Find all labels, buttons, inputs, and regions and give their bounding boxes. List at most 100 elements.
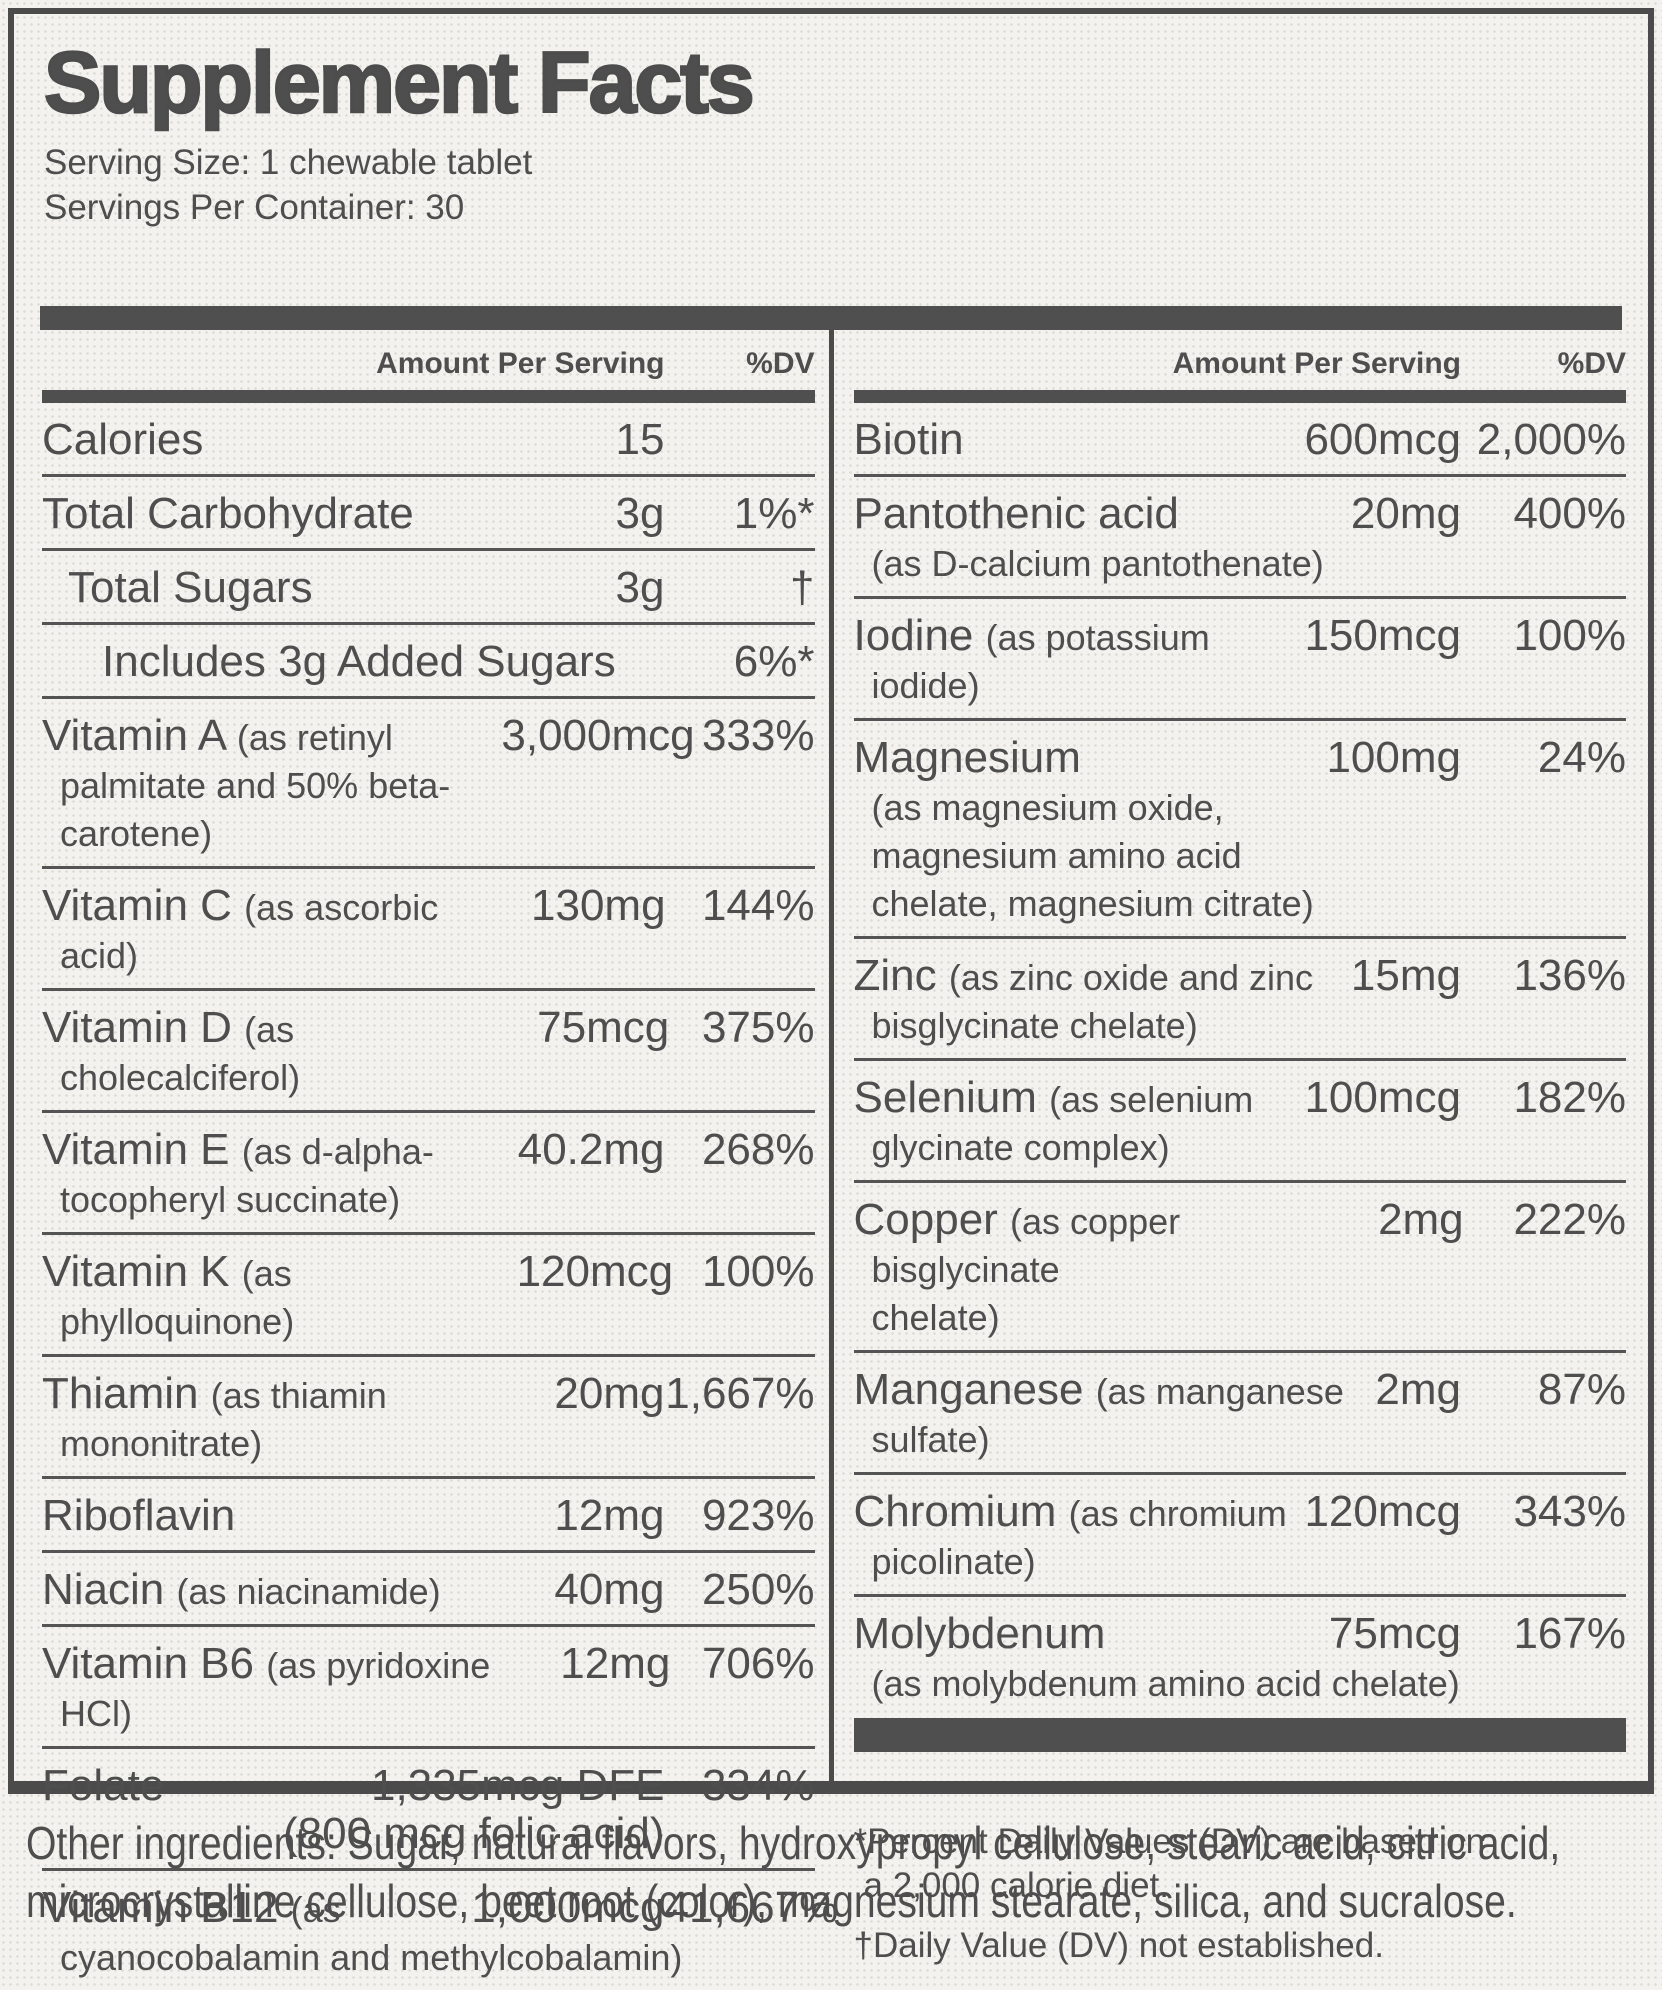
amount-value: 40.2mg bbox=[517, 1125, 665, 1174]
nutrient-row: Folate 1,335mcg DFE (800 mcg folic acid) 3… bbox=[42, 1746, 815, 1868]
dv-value: 923% bbox=[701, 1491, 815, 1540]
nutrient-name: Calories bbox=[42, 416, 211, 464]
nutrient-source-text: (as magnesium oxide, magnesium amino aci… bbox=[871, 787, 1314, 924]
nutrient-name: Vitamin K (as phylloquinone) bbox=[42, 1248, 517, 1344]
column-right: Amount Per Serving %DV Biotin 600mcg 2,000… bbox=[828, 330, 1649, 1965]
nutrient-name-text: Thiamin bbox=[42, 1369, 199, 1418]
nutrient-source-text: (as chromium picolinate) bbox=[871, 1493, 1287, 1582]
nutrient-name-text: Magnesium bbox=[853, 733, 1081, 782]
nutrient-name: Copper (as copper bisglycinate chelate) bbox=[854, 1196, 1379, 1340]
dv-value: † bbox=[790, 563, 815, 612]
header-divider-bar bbox=[42, 390, 815, 403]
amount-value: 3g bbox=[615, 489, 665, 538]
dv-value: 100% bbox=[701, 1247, 815, 1296]
amount-value: 1,000mcg bbox=[471, 1883, 665, 1932]
dv-value: 333% bbox=[701, 711, 815, 760]
amount-value: 2mg bbox=[1375, 1365, 1461, 1414]
nutrient-name: Manganese (as manganese sulfate) bbox=[854, 1366, 1352, 1462]
nutrient-name-text: Total Carbohydrate bbox=[42, 489, 414, 538]
column-right-header: Amount Per Serving %DV bbox=[854, 330, 1626, 382]
amount-value: 3,000mcg bbox=[501, 711, 695, 760]
amount-value: 20mg bbox=[554, 1369, 665, 1418]
amount-value: 20mg bbox=[1350, 489, 1461, 538]
column-left-header: Amount Per Serving %DV bbox=[42, 330, 814, 382]
dv-value: 250% bbox=[701, 1565, 815, 1614]
amount-value: 3g bbox=[615, 563, 665, 612]
supplement-facts-panel: Supplement Facts Serving Size: 1 chewabl… bbox=[8, 8, 1654, 1978]
nutrient-row: Thiamin (as thiamin mononitrate) 20mg 1,66… bbox=[42, 1354, 815, 1476]
nutrient-row: Riboflavin 12mg 923% bbox=[42, 1476, 815, 1550]
nutrient-row: Vitamin C (as ascorbic acid) 130mg 144% bbox=[42, 866, 815, 988]
nutrient-name: Chromium (as chromium picolinate) bbox=[854, 1488, 1295, 1584]
nutrient-row: Vitamin B6 (as pyridoxine HCl) 12mg 706% bbox=[42, 1624, 815, 1746]
nutrient-row: Includes 3g Added Sugars 6%* bbox=[42, 622, 815, 696]
nutrient-row: Pantothenic acid (as D-calcium pantothen… bbox=[853, 474, 1626, 596]
dv-value: 375% bbox=[701, 1003, 815, 1052]
nutrient-name-text: Niacin bbox=[42, 1565, 165, 1614]
nutrient-source-text: (as cholecalciferol) bbox=[60, 1009, 301, 1098]
nutrient-name-text: Vitamin B6 bbox=[42, 1639, 254, 1688]
panel-header: Supplement Facts Serving Size: 1 chewabl… bbox=[14, 14, 1648, 230]
page-title: Supplement Facts bbox=[43, 35, 756, 132]
nutrient-rows-right: Biotin 600mcg 2,000% Pantothenic acid (as D… bbox=[853, 403, 1626, 1716]
nutrient-source-text: (as molybdenum amino acid chelate) bbox=[871, 1663, 1460, 1704]
dv-value: 706% bbox=[701, 1639, 815, 1688]
dv-value: 41,667% bbox=[664, 1883, 839, 1932]
dv-value: 268% bbox=[701, 1125, 815, 1174]
nutrient-source-text: (as ascorbic acid) bbox=[60, 887, 439, 976]
amount-value: 2mg bbox=[1378, 1195, 1464, 1244]
nutrient-source-text: (as pyridoxine HCl) bbox=[60, 1645, 491, 1734]
amount-value: 75mcg bbox=[1328, 1609, 1461, 1658]
nutrient-source-text: (as phylloquinone) bbox=[60, 1253, 295, 1342]
dv-value: 6%* bbox=[733, 637, 815, 686]
nutrient-name: Vitamin B6 (as pyridoxine HCl) bbox=[42, 1640, 560, 1736]
nutrient-name-text: Vitamin D bbox=[42, 1003, 232, 1052]
serving-size-line: Serving Size: 1 chewable tablet bbox=[44, 143, 533, 182]
amount-value: 120mcg bbox=[1304, 1487, 1461, 1536]
nutrient-name: Vitamin A (as retinyl palmitate and 50% … bbox=[42, 712, 501, 856]
nutrient-row: Niacin (as niacinamide) 40mg 250% bbox=[42, 1550, 815, 1624]
nutrient-name-text: Pantothenic acid bbox=[853, 489, 1179, 538]
nutrient-name: Biotin bbox=[854, 416, 972, 464]
dv-value: 87% bbox=[1537, 1365, 1626, 1414]
amount-value: 15mg bbox=[1350, 951, 1461, 1000]
nutrient-source-text: (as zinc oxide and zinc bisglycinate che… bbox=[871, 957, 1314, 1046]
amount-value: 40mg bbox=[554, 1565, 665, 1614]
nutrient-name-text: Riboflavin bbox=[42, 1491, 236, 1540]
nutrient-name-text: Iodine bbox=[853, 611, 974, 660]
nutrient-source-text: (as potassium iodide) bbox=[871, 617, 1210, 706]
nutrient-name-text: Zinc bbox=[853, 951, 937, 1000]
nutrient-row: Vitamin E (as d-alpha- tocopheryl succin… bbox=[42, 1110, 815, 1232]
top-divider-bar bbox=[40, 306, 1622, 330]
nutrient-row: Manganese (as manganese sulfate) 2mg 87% bbox=[853, 1350, 1626, 1472]
nutrient-name: Vitamin E (as d-alpha- tocopheryl succin… bbox=[42, 1126, 442, 1222]
nutrient-row: Zinc (as zinc oxide and zinc bisglycinat… bbox=[853, 936, 1626, 1058]
amount-value: 120mcg bbox=[516, 1247, 674, 1296]
nutrient-source-text: (as copper bisglycinate chelate) bbox=[871, 1201, 1181, 1338]
dv-value: 100% bbox=[1513, 611, 1626, 660]
amount-per-serving-label: Amount Per Serving bbox=[376, 347, 665, 380]
nutrient-name: Zinc (as zinc oxide and zinc bisglycinat… bbox=[854, 952, 1322, 1048]
nutrient-source-text: (as d-alpha- tocopheryl succinate) bbox=[60, 1131, 434, 1220]
other-ingredients-text: Other ingredients: Sugar, natural flavor… bbox=[26, 1817, 1561, 1927]
column-left: Amount Per Serving %DV Calories 15 Total C… bbox=[14, 330, 838, 1978]
nutrient-name: Total Carbohydrate bbox=[42, 490, 422, 538]
nutrient-name-text: Vitamin B12 bbox=[42, 1883, 279, 1932]
nutrient-source-text: (as niacinamide) bbox=[176, 1571, 441, 1612]
amount-value: 12mg bbox=[554, 1491, 665, 1540]
amount-value: 130mg bbox=[531, 881, 666, 930]
nutrient-name: Vitamin C (as ascorbic acid) bbox=[42, 882, 531, 978]
nutrient-row: Vitamin K (as phylloquinone) 120mcg 100% bbox=[42, 1232, 815, 1354]
nutrient-name: Vitamin D (as cholecalciferol) bbox=[42, 1004, 537, 1100]
nutrient-name-text: Calories bbox=[42, 415, 204, 464]
amount-value: 1,335mcg DFE (800 mcg folic acid) bbox=[283, 1761, 665, 1858]
dv-value: 1%* bbox=[733, 489, 815, 538]
amount-value: 75mcg bbox=[537, 1003, 670, 1052]
nutrient-name-text: Selenium bbox=[853, 1073, 1037, 1122]
nutrient-row: Total Sugars 3g † bbox=[42, 548, 815, 622]
nutrient-source-text: (as retinyl palmitate and 50% beta-carot… bbox=[60, 717, 451, 854]
header-divider-bar bbox=[853, 390, 1626, 403]
dv-value: 334% bbox=[701, 1761, 815, 1810]
nutrient-source-text: (as thiamin mononitrate) bbox=[60, 1375, 387, 1464]
dv-value: 182% bbox=[1513, 1073, 1626, 1122]
